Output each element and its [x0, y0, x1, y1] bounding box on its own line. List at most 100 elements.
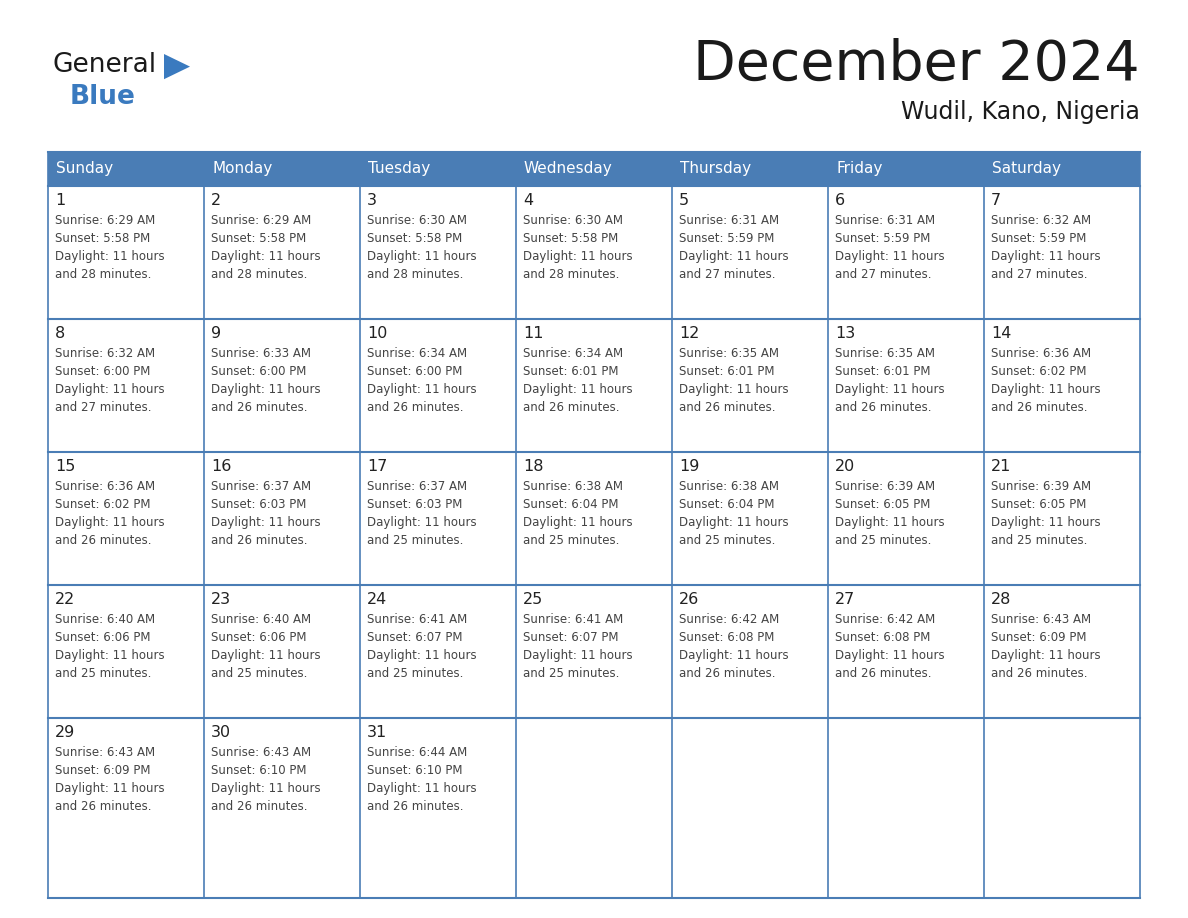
Text: Sunrise: 6:43 AM: Sunrise: 6:43 AM: [991, 613, 1091, 626]
Text: 2: 2: [211, 193, 221, 208]
Text: and 25 minutes.: and 25 minutes.: [835, 534, 931, 547]
Bar: [984, 186, 1140, 319]
Text: and 26 minutes.: and 26 minutes.: [680, 667, 776, 680]
Text: Sunset: 6:00 PM: Sunset: 6:00 PM: [367, 365, 462, 378]
Text: 10: 10: [367, 326, 387, 341]
Text: Daylight: 11 hours: Daylight: 11 hours: [835, 383, 944, 396]
Text: Sunday: Sunday: [56, 162, 113, 176]
Text: 14: 14: [991, 326, 1011, 341]
Text: Wudil, Kano, Nigeria: Wudil, Kano, Nigeria: [902, 100, 1140, 124]
Text: 29: 29: [55, 725, 75, 740]
Text: and 28 minutes.: and 28 minutes.: [211, 268, 308, 281]
Text: Sunrise: 6:36 AM: Sunrise: 6:36 AM: [991, 347, 1091, 360]
Text: Daylight: 11 hours: Daylight: 11 hours: [211, 250, 321, 263]
Text: Monday: Monday: [211, 162, 272, 176]
Bar: [48, 152, 204, 186]
Text: Sunset: 5:59 PM: Sunset: 5:59 PM: [835, 232, 930, 245]
Text: Sunset: 6:09 PM: Sunset: 6:09 PM: [55, 765, 151, 778]
Text: 20: 20: [835, 459, 855, 475]
Bar: [204, 319, 360, 453]
Text: Daylight: 11 hours: Daylight: 11 hours: [835, 250, 944, 263]
Text: Sunrise: 6:32 AM: Sunrise: 6:32 AM: [55, 347, 156, 360]
Text: Sunset: 6:05 PM: Sunset: 6:05 PM: [835, 498, 930, 511]
Text: Daylight: 11 hours: Daylight: 11 hours: [55, 649, 165, 662]
Text: Sunset: 5:58 PM: Sunset: 5:58 PM: [523, 232, 618, 245]
Text: Sunset: 6:08 PM: Sunset: 6:08 PM: [835, 632, 930, 644]
Text: Sunset: 6:00 PM: Sunset: 6:00 PM: [211, 365, 307, 378]
Text: 24: 24: [367, 592, 387, 607]
Bar: [672, 586, 828, 719]
Text: 5: 5: [680, 193, 689, 208]
Text: Tuesday: Tuesday: [368, 162, 430, 176]
Bar: [672, 453, 828, 586]
Text: Daylight: 11 hours: Daylight: 11 hours: [211, 782, 321, 795]
Bar: [360, 186, 516, 319]
Text: 18: 18: [523, 459, 543, 475]
Text: Sunrise: 6:40 AM: Sunrise: 6:40 AM: [211, 613, 311, 626]
Text: and 26 minutes.: and 26 minutes.: [211, 800, 308, 813]
Text: Daylight: 11 hours: Daylight: 11 hours: [211, 516, 321, 529]
Bar: [204, 719, 360, 898]
Text: Daylight: 11 hours: Daylight: 11 hours: [55, 516, 165, 529]
Text: Daylight: 11 hours: Daylight: 11 hours: [211, 383, 321, 396]
Text: Daylight: 11 hours: Daylight: 11 hours: [680, 649, 789, 662]
Text: Sunrise: 6:42 AM: Sunrise: 6:42 AM: [835, 613, 935, 626]
Text: Sunrise: 6:30 AM: Sunrise: 6:30 AM: [367, 214, 467, 227]
Text: Daylight: 11 hours: Daylight: 11 hours: [367, 649, 476, 662]
Text: Sunrise: 6:42 AM: Sunrise: 6:42 AM: [680, 613, 779, 626]
Text: and 26 minutes.: and 26 minutes.: [55, 534, 152, 547]
Text: 19: 19: [680, 459, 700, 475]
Text: Daylight: 11 hours: Daylight: 11 hours: [367, 516, 476, 529]
Text: Sunset: 6:09 PM: Sunset: 6:09 PM: [991, 632, 1087, 644]
Bar: [204, 586, 360, 719]
Text: Sunset: 6:01 PM: Sunset: 6:01 PM: [680, 365, 775, 378]
Text: Sunset: 6:00 PM: Sunset: 6:00 PM: [55, 365, 151, 378]
Text: Sunset: 6:02 PM: Sunset: 6:02 PM: [991, 365, 1087, 378]
Polygon shape: [164, 54, 190, 79]
Text: Sunset: 6:04 PM: Sunset: 6:04 PM: [523, 498, 619, 511]
Bar: [984, 319, 1140, 453]
Text: Sunrise: 6:30 AM: Sunrise: 6:30 AM: [523, 214, 623, 227]
Text: General: General: [52, 52, 156, 78]
Bar: [984, 152, 1140, 186]
Text: Daylight: 11 hours: Daylight: 11 hours: [523, 516, 633, 529]
Text: Sunrise: 6:37 AM: Sunrise: 6:37 AM: [367, 480, 467, 493]
Text: 17: 17: [367, 459, 387, 475]
Text: Thursday: Thursday: [680, 162, 751, 176]
Text: and 27 minutes.: and 27 minutes.: [55, 401, 152, 414]
Text: Sunrise: 6:44 AM: Sunrise: 6:44 AM: [367, 746, 467, 759]
Text: Daylight: 11 hours: Daylight: 11 hours: [991, 516, 1100, 529]
Bar: [48, 319, 204, 453]
Text: and 25 minutes.: and 25 minutes.: [55, 667, 151, 680]
Text: 12: 12: [680, 326, 700, 341]
Text: Sunrise: 6:39 AM: Sunrise: 6:39 AM: [991, 480, 1091, 493]
Bar: [672, 719, 828, 898]
Text: Sunset: 6:02 PM: Sunset: 6:02 PM: [55, 498, 151, 511]
Text: 27: 27: [835, 592, 855, 607]
Bar: [828, 453, 984, 586]
Text: Sunrise: 6:35 AM: Sunrise: 6:35 AM: [680, 347, 779, 360]
Text: 28: 28: [991, 592, 1011, 607]
Text: and 26 minutes.: and 26 minutes.: [55, 800, 152, 813]
Text: 6: 6: [835, 193, 845, 208]
Bar: [828, 719, 984, 898]
Text: Daylight: 11 hours: Daylight: 11 hours: [523, 383, 633, 396]
Bar: [48, 586, 204, 719]
Text: 8: 8: [55, 326, 65, 341]
Text: and 28 minutes.: and 28 minutes.: [55, 268, 151, 281]
Bar: [516, 586, 672, 719]
Text: Daylight: 11 hours: Daylight: 11 hours: [991, 649, 1100, 662]
Text: and 25 minutes.: and 25 minutes.: [680, 534, 776, 547]
Bar: [828, 186, 984, 319]
Text: and 25 minutes.: and 25 minutes.: [367, 667, 463, 680]
Bar: [516, 152, 672, 186]
Text: and 26 minutes.: and 26 minutes.: [523, 401, 619, 414]
Text: Sunrise: 6:37 AM: Sunrise: 6:37 AM: [211, 480, 311, 493]
Text: 21: 21: [991, 459, 1011, 475]
Text: Daylight: 11 hours: Daylight: 11 hours: [523, 250, 633, 263]
Text: Sunset: 5:59 PM: Sunset: 5:59 PM: [680, 232, 775, 245]
Bar: [672, 152, 828, 186]
Text: and 26 minutes.: and 26 minutes.: [211, 401, 308, 414]
Bar: [672, 186, 828, 319]
Text: 13: 13: [835, 326, 855, 341]
